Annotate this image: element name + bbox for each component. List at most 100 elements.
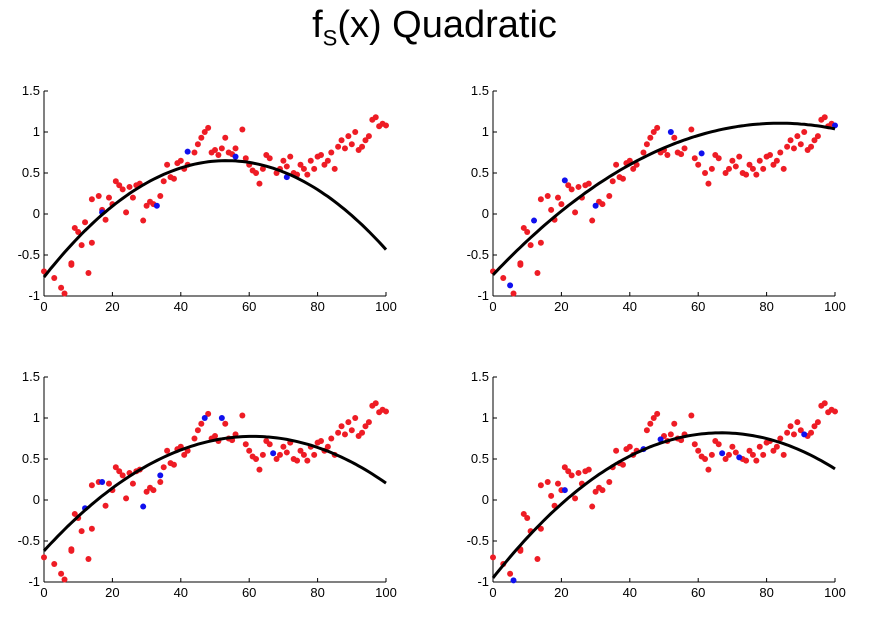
red-data-point <box>832 408 838 415</box>
red-data-point <box>307 157 314 164</box>
red-data-point <box>300 451 307 458</box>
red-data-point <box>335 429 342 436</box>
red-data-point <box>780 451 787 458</box>
red-data-point <box>304 457 311 464</box>
red-data-point <box>606 192 613 199</box>
x-tick-label: 40 <box>174 585 188 600</box>
red-data-point <box>654 410 661 417</box>
red-data-point <box>365 133 372 140</box>
red-data-point <box>116 182 123 189</box>
red-data-point <box>297 161 304 168</box>
red-data-point <box>78 528 85 535</box>
blue-data-point <box>736 454 743 461</box>
y-tick-label: 1 <box>33 124 40 139</box>
red-data-point <box>732 449 739 456</box>
red-data-point <box>311 165 318 172</box>
red-data-point <box>736 153 743 160</box>
blue-data-point <box>157 472 164 479</box>
red-data-point <box>181 451 188 458</box>
red-data-point <box>722 170 729 176</box>
red-data-point <box>729 443 736 450</box>
red-data-point <box>150 487 157 494</box>
red-data-point <box>801 129 808 135</box>
red-data-point <box>773 157 780 164</box>
red-data-point <box>51 560 58 567</box>
red-data-point <box>352 129 359 135</box>
red-data-point <box>814 419 821 426</box>
red-data-point <box>280 443 287 450</box>
red-data-point <box>362 137 369 144</box>
red-data-point <box>702 170 709 176</box>
red-data-point <box>218 145 225 152</box>
red-data-point <box>85 270 92 277</box>
red-data-point <box>372 400 379 407</box>
red-data-point <box>78 242 85 249</box>
y-tick-label: 1.5 <box>22 369 40 384</box>
chart-panel-1: 1.510.50-0.5-10 20 40 60 80 100 <box>18 83 397 314</box>
red-data-point <box>102 502 109 509</box>
red-data-point <box>266 441 273 448</box>
red-data-point <box>198 134 205 141</box>
y-tick-label: 1 <box>33 410 40 425</box>
red-data-point <box>619 461 626 468</box>
red-data-point <box>276 451 283 458</box>
red-data-point <box>170 175 177 182</box>
red-data-point <box>51 274 58 281</box>
red-data-point <box>524 229 531 236</box>
red-data-point <box>157 192 164 199</box>
red-data-point <box>729 157 736 164</box>
y-tick-label: -0.5 <box>467 247 489 262</box>
red-data-point <box>359 143 366 150</box>
blue-data-point <box>592 202 599 209</box>
y-tick-label: 1.5 <box>471 369 489 384</box>
blue-data-point <box>153 202 160 209</box>
x-tick-label: 100 <box>824 585 846 600</box>
red-data-point <box>572 495 579 502</box>
red-data-point <box>58 570 65 577</box>
y-tick-label: 0 <box>482 206 489 221</box>
red-data-point <box>647 134 654 141</box>
red-data-point <box>328 149 335 156</box>
red-data-point <box>68 547 75 554</box>
red-data-point <box>756 443 763 450</box>
red-data-point <box>324 443 331 450</box>
red-data-point <box>177 157 184 164</box>
x-tick-label: 80 <box>310 585 324 600</box>
red-data-point <box>341 431 348 438</box>
red-data-point <box>619 175 626 182</box>
red-data-point <box>821 400 828 407</box>
red-data-point <box>753 171 760 178</box>
red-data-point <box>794 419 801 426</box>
red-data-point <box>170 461 177 468</box>
red-data-point <box>767 151 774 158</box>
red-data-point <box>524 515 531 522</box>
red-data-point <box>534 270 541 277</box>
red-data-point <box>318 437 325 444</box>
red-data-point <box>266 155 273 162</box>
red-data-point <box>534 556 541 563</box>
red-data-point <box>242 155 249 162</box>
red-data-point <box>760 451 767 458</box>
red-data-point <box>643 427 650 434</box>
red-data-point <box>565 468 572 475</box>
red-data-point <box>280 157 287 164</box>
red-data-point <box>599 487 606 494</box>
blue-data-point <box>561 177 568 184</box>
red-data-point <box>112 178 119 185</box>
red-data-point <box>88 525 95 532</box>
x-tick-label: 100 <box>824 299 846 314</box>
red-data-point <box>352 415 359 421</box>
blue-data-point <box>201 415 208 421</box>
red-data-point <box>212 147 218 154</box>
red-data-point <box>599 201 606 208</box>
red-data-point <box>520 224 527 231</box>
quadratic-fit-line <box>491 121 836 276</box>
red-data-point <box>359 429 366 436</box>
red-data-point <box>715 155 722 162</box>
red-data-point <box>650 129 657 135</box>
y-tick-label: -1 <box>28 288 40 303</box>
red-data-point <box>705 466 712 473</box>
y-tick-label: 1.5 <box>22 83 40 98</box>
red-data-point <box>253 456 260 462</box>
